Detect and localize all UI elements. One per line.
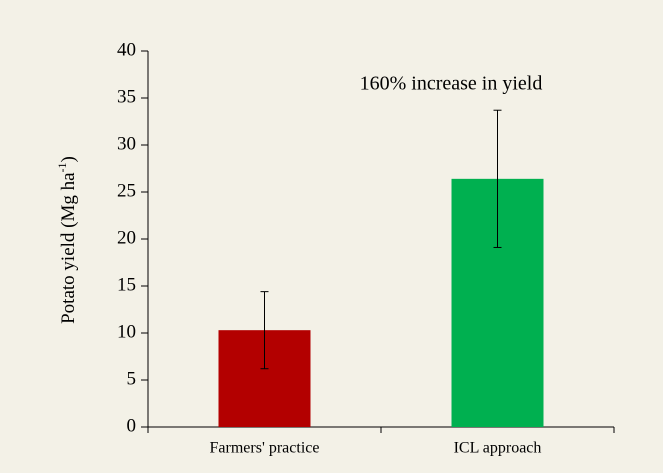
y-axis-label-main: Potato yield (Mg ha — [58, 172, 79, 324]
y-axis-label-sup: -1 — [55, 162, 69, 172]
y-tick-label: 35 — [117, 86, 136, 107]
y-tick-label: 15 — [117, 274, 136, 295]
y-axis-label: Potato yield (Mg ha-1) — [55, 156, 80, 324]
y-axis-label-end: ) — [58, 156, 79, 162]
x-tick-label: Farmers' practice — [210, 440, 320, 457]
y-tick-label: 10 — [117, 321, 136, 342]
annotation: 160% increase in yield — [360, 73, 543, 95]
y-tick-label: 40 — [117, 39, 136, 60]
x-tick-label: ICL approach — [454, 440, 542, 457]
y-tick-label: 20 — [117, 227, 136, 248]
y-tick-label: 0 — [127, 415, 137, 436]
y-tick-label: 30 — [117, 133, 136, 154]
y-tick-label: 5 — [127, 368, 137, 389]
y-tick-label: 25 — [117, 180, 136, 201]
